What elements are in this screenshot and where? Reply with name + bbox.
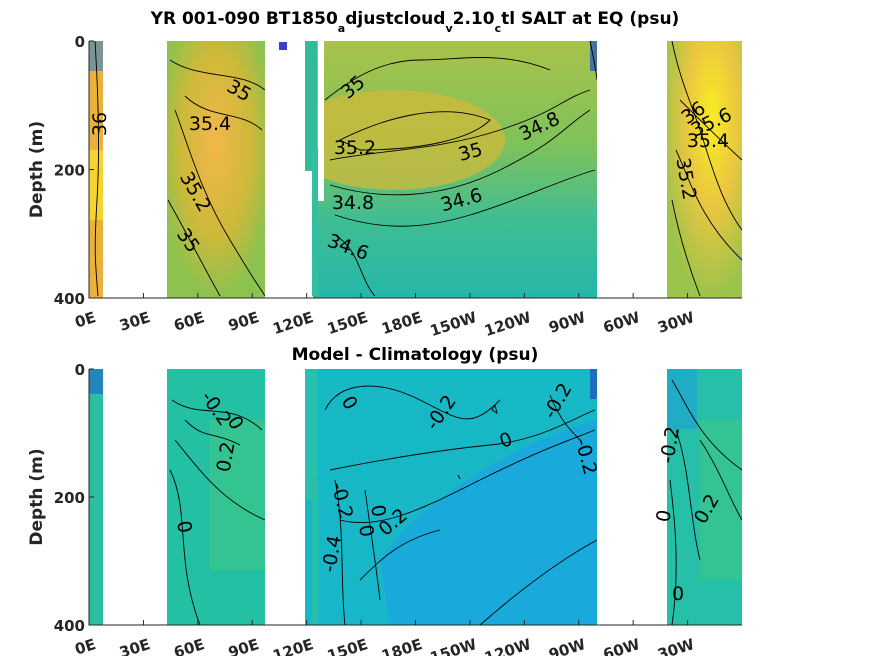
x-tick-label: 150W xyxy=(428,635,480,656)
y-tick-label: 200 xyxy=(54,489,85,507)
x-tick-label: 150W xyxy=(428,308,480,340)
contour-label: 0 xyxy=(652,508,676,524)
x-tick-label: 90E xyxy=(226,308,261,335)
x-tick-label: 150E xyxy=(325,308,370,338)
field-indian-ocean xyxy=(167,41,265,298)
x-tick-label: 0E xyxy=(73,308,98,332)
contour-label: 35.4 xyxy=(687,130,729,152)
contour-label: 0.2 xyxy=(213,440,240,474)
x-tick-label: 90W xyxy=(547,635,589,656)
x-tick-label: 0E xyxy=(73,635,98,656)
contour-label: 34.8 xyxy=(332,192,374,214)
chart-1-ylabel: Depth (m) xyxy=(27,121,47,218)
field-atlantic-east xyxy=(89,369,103,625)
x-tick-label: 30W xyxy=(655,635,697,656)
x-tick-label: 120E xyxy=(271,308,316,338)
y-tick-label: 0 xyxy=(75,33,85,51)
contour-label: 0 xyxy=(354,523,378,539)
y-tick-label: 400 xyxy=(54,290,85,308)
y-tick-label: 0 xyxy=(75,361,85,379)
contour-label: 0 xyxy=(172,519,196,535)
contour-label: 0 xyxy=(672,583,684,605)
contour-label: 35.4 xyxy=(189,113,231,135)
x-tick-label: 120W xyxy=(482,308,534,340)
contour-label: 35.2 xyxy=(334,137,376,159)
x-tick-label: 30E xyxy=(117,635,152,656)
x-tick-label: 60W xyxy=(601,308,643,337)
contour-label: 36 xyxy=(89,112,111,136)
y-tick-label: 200 xyxy=(54,162,85,180)
x-tick-label: 60E xyxy=(172,308,207,335)
chart-1-contours xyxy=(94,40,743,297)
chart-1-plot-area: 35 36 35.4 35.2 35 35 35.2 34.8 35 34.8 … xyxy=(89,40,743,298)
chart-2-ylabel: Depth (m) xyxy=(27,448,47,545)
chart-1-title: YR 001-090 BT1850adjustcloudv2.10ctl SAL… xyxy=(150,9,680,35)
x-tick-label: 60W xyxy=(601,635,643,656)
field-atlantic-west xyxy=(667,41,742,298)
chart-2-title: Model - Climatology (psu) xyxy=(292,345,539,365)
x-tick-label: 90W xyxy=(547,308,589,337)
x-tick-label: 180E xyxy=(379,308,424,338)
x-tick-label: 180E xyxy=(379,635,424,656)
x-tick-label: 30E xyxy=(117,308,152,335)
x-tick-label: 120E xyxy=(271,635,316,656)
x-tick-label: 90E xyxy=(226,635,261,656)
chart-2-contours xyxy=(169,379,743,626)
x-tick-label: 30W xyxy=(655,308,697,337)
y-tick-label: 400 xyxy=(54,617,85,635)
x-tick-label: 120W xyxy=(482,635,534,656)
contour-label: 0 xyxy=(366,503,390,519)
x-tick-label: 60E xyxy=(172,635,207,656)
x-tick-label: 150E xyxy=(325,635,370,656)
chart-2-plot-area: -0.2 0 0.2 0 0 -0.2 0 -0.2 -0.2 -0.2 0 0… xyxy=(89,369,743,626)
